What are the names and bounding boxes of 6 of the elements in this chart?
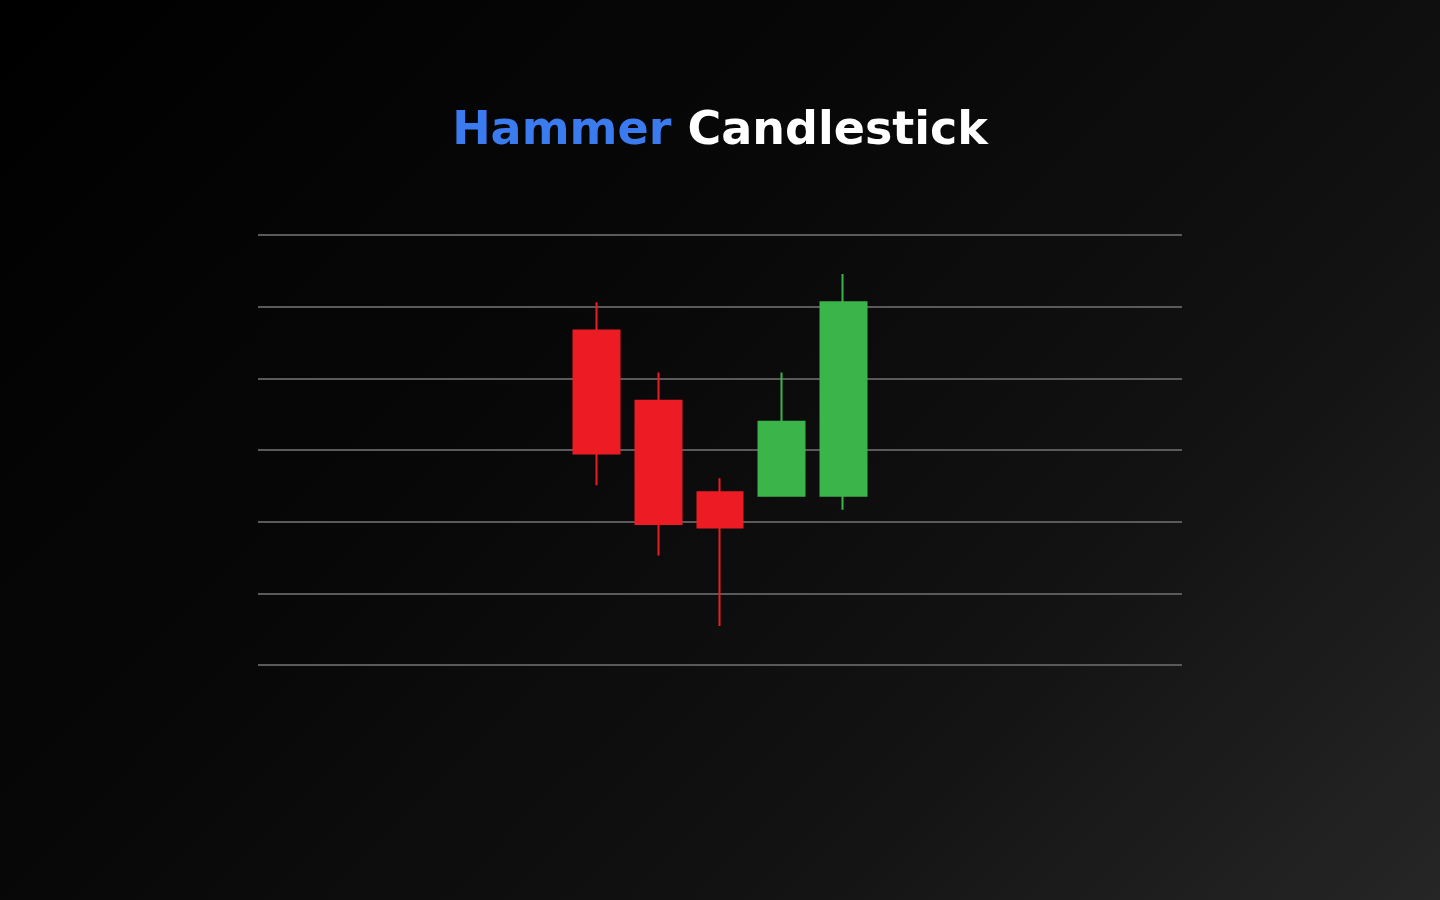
chart-title: Hammer Candlestick — [451, 100, 990, 157]
candlestick — [634, 371, 683, 557]
candlestick — [819, 273, 868, 511]
candlestick — [572, 301, 621, 487]
candlestick — [757, 371, 806, 497]
candlestick — [696, 477, 744, 627]
